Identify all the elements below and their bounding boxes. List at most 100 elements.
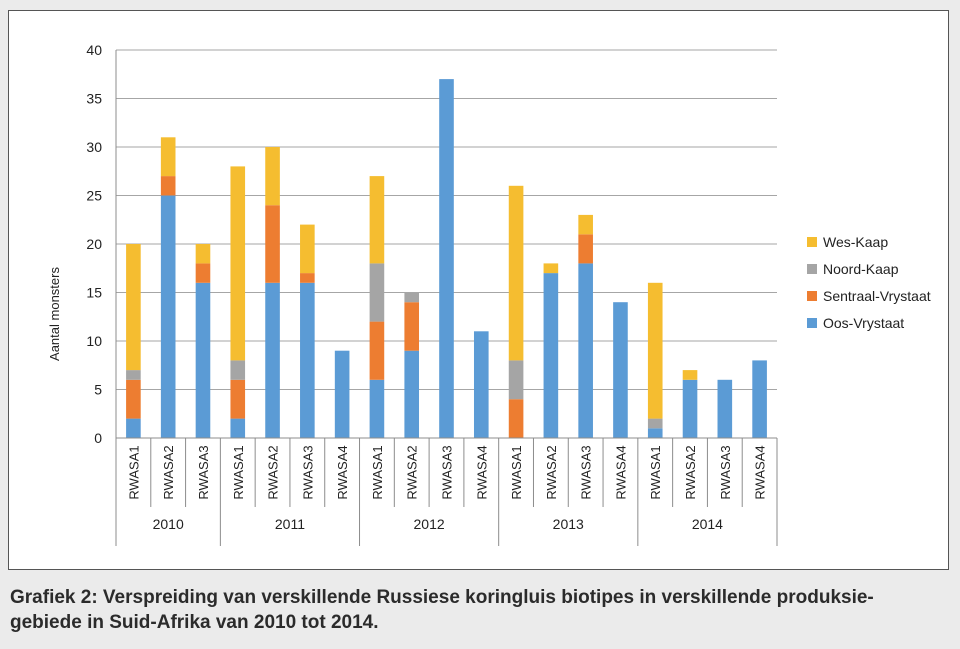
bar-segment: [369, 176, 385, 264]
bar-segment: [543, 263, 559, 274]
group-label: 2011: [275, 516, 305, 532]
x-tick-label: RWASA3: [440, 445, 455, 499]
y-axis-title: Aantal monsters: [47, 267, 62, 361]
stacked-bar-chart: 0 5 10 15 20 25 30 35 40 RWASA1 RWASA2 RWASA3 RWASA1…: [47, 42, 931, 546]
bar-segment: [160, 195, 176, 438]
caption-line-2: gebiede in Suid-Afrika van 2010 tot 2014…: [10, 612, 379, 633]
y-tick-label: 20: [86, 236, 102, 252]
bar-segment: [717, 379, 733, 438]
x-tick-label: RWASA3: [718, 445, 733, 499]
bar-segment: [369, 321, 385, 380]
bar-segment: [265, 205, 280, 283]
chart-frame: 0 5 10 15 20 25 30 35 40 RWASA1 RWASA2 RWASA3 RWASA1…: [8, 10, 949, 570]
x-tick-label: RWASA3: [300, 445, 315, 499]
legend-swatch: [807, 318, 817, 328]
legend-label: Oos-Vrystaat: [823, 315, 904, 331]
bar-segment: [126, 379, 141, 419]
y-tick-label: 40: [86, 42, 102, 58]
bar-segment: [508, 399, 524, 438]
bar-segment: [752, 360, 767, 438]
bar-segment: [404, 302, 420, 351]
x-tick-label: RWASA2: [683, 445, 698, 499]
bar-segment: [230, 379, 246, 419]
legend-swatch: [807, 237, 817, 247]
group-label: 2014: [692, 516, 723, 532]
y-tick-label: 30: [86, 139, 102, 155]
x-tick-label: RWASA1: [231, 445, 246, 499]
y-tick-label: 25: [86, 188, 102, 204]
x-tick-label: RWASA1: [126, 445, 141, 499]
legend-item: Oos-Vrystaat: [807, 315, 904, 331]
group-label: 2010: [153, 516, 184, 532]
y-tick-label: 15: [86, 285, 102, 301]
bar-segment: [265, 282, 280, 438]
bar-segment: [300, 273, 315, 283]
y-tick-label: 5: [94, 382, 102, 398]
bar-segment: [647, 428, 663, 438]
x-tick-label: RWASA4: [335, 445, 350, 499]
legend-label: Sentraal-Vrystaat: [823, 288, 931, 304]
group-label: 2013: [553, 516, 584, 532]
bar-segment: [613, 302, 628, 438]
legend-swatch: [807, 264, 817, 274]
bar-segment: [508, 360, 524, 400]
bar-segment: [578, 234, 593, 264]
axes: 0 5 10 15 20 25 30 35 40 RWASA1 RWASA2 RWASA3 RWASA1…: [86, 42, 778, 546]
bar-segment: [230, 166, 246, 361]
group-label: 2012: [414, 516, 445, 532]
bar-segment: [508, 185, 524, 361]
x-tick-label: RWASA2: [405, 445, 420, 499]
x-tick-label: RWASA3: [579, 445, 594, 499]
bar-segment: [300, 224, 315, 274]
legend-label: Wes-Kaap: [823, 234, 888, 250]
bar-segment: [160, 137, 176, 177]
bar-segment: [334, 350, 350, 438]
bars: [126, 79, 767, 438]
bar-segment: [369, 379, 385, 438]
bar-segment: [647, 418, 663, 429]
y-tick-label: 0: [94, 430, 102, 446]
x-tick-label: RWASA1: [509, 445, 524, 499]
legend-item: Noord-Kaap: [807, 261, 899, 277]
bar-segment: [578, 214, 593, 235]
caption-line-1: Grafiek 2: Verspreiding van verskillende…: [10, 587, 874, 608]
bar-segment: [369, 263, 385, 322]
bar-segment: [439, 79, 454, 438]
bar-segment: [682, 379, 698, 438]
x-tick-label: RWASA1: [370, 445, 385, 499]
bar-segment: [230, 418, 246, 438]
x-tick-label: RWASA2: [266, 445, 281, 499]
legend-item: Sentraal-Vrystaat: [807, 288, 931, 304]
x-tick-label: RWASA4: [613, 445, 628, 499]
legend: Wes-Kaap Noord-Kaap Sentraal-Vrystaat Oos-V…: [807, 234, 931, 331]
bar-segment: [230, 360, 246, 380]
bar-segment: [300, 282, 315, 438]
bar-segment: [126, 370, 141, 380]
x-tick-label: RWASA2: [161, 445, 176, 499]
legend-swatch: [807, 291, 817, 301]
y-tick-label: 10: [86, 333, 102, 349]
figure-caption: Grafiek 2: Verspreiding van verskillende…: [10, 585, 940, 635]
bar-segment: [404, 292, 420, 303]
bar-segment: [160, 176, 176, 196]
bar-segment: [126, 244, 141, 371]
bar-segment: [578, 263, 593, 438]
bar-segment: [647, 282, 663, 419]
y-tick-label: 35: [86, 91, 102, 107]
legend-label: Noord-Kaap: [823, 261, 899, 277]
x-tick-label: RWASA4: [753, 445, 768, 499]
x-tick-label: RWASA4: [474, 445, 489, 499]
x-tick-label: RWASA1: [648, 445, 663, 499]
x-tick-label: RWASA2: [544, 445, 559, 499]
bar-segment: [265, 147, 280, 206]
legend-item: Wes-Kaap: [807, 234, 888, 250]
bar-segment: [404, 350, 420, 438]
x-tick-label: RWASA3: [196, 445, 211, 499]
bar-segment: [195, 244, 211, 264]
bar-segment: [195, 282, 211, 438]
bar-segment: [682, 370, 698, 380]
bar-segment: [543, 273, 559, 438]
bar-segment: [195, 263, 211, 283]
bar-segment: [126, 418, 141, 438]
bar-segment: [473, 331, 489, 438]
